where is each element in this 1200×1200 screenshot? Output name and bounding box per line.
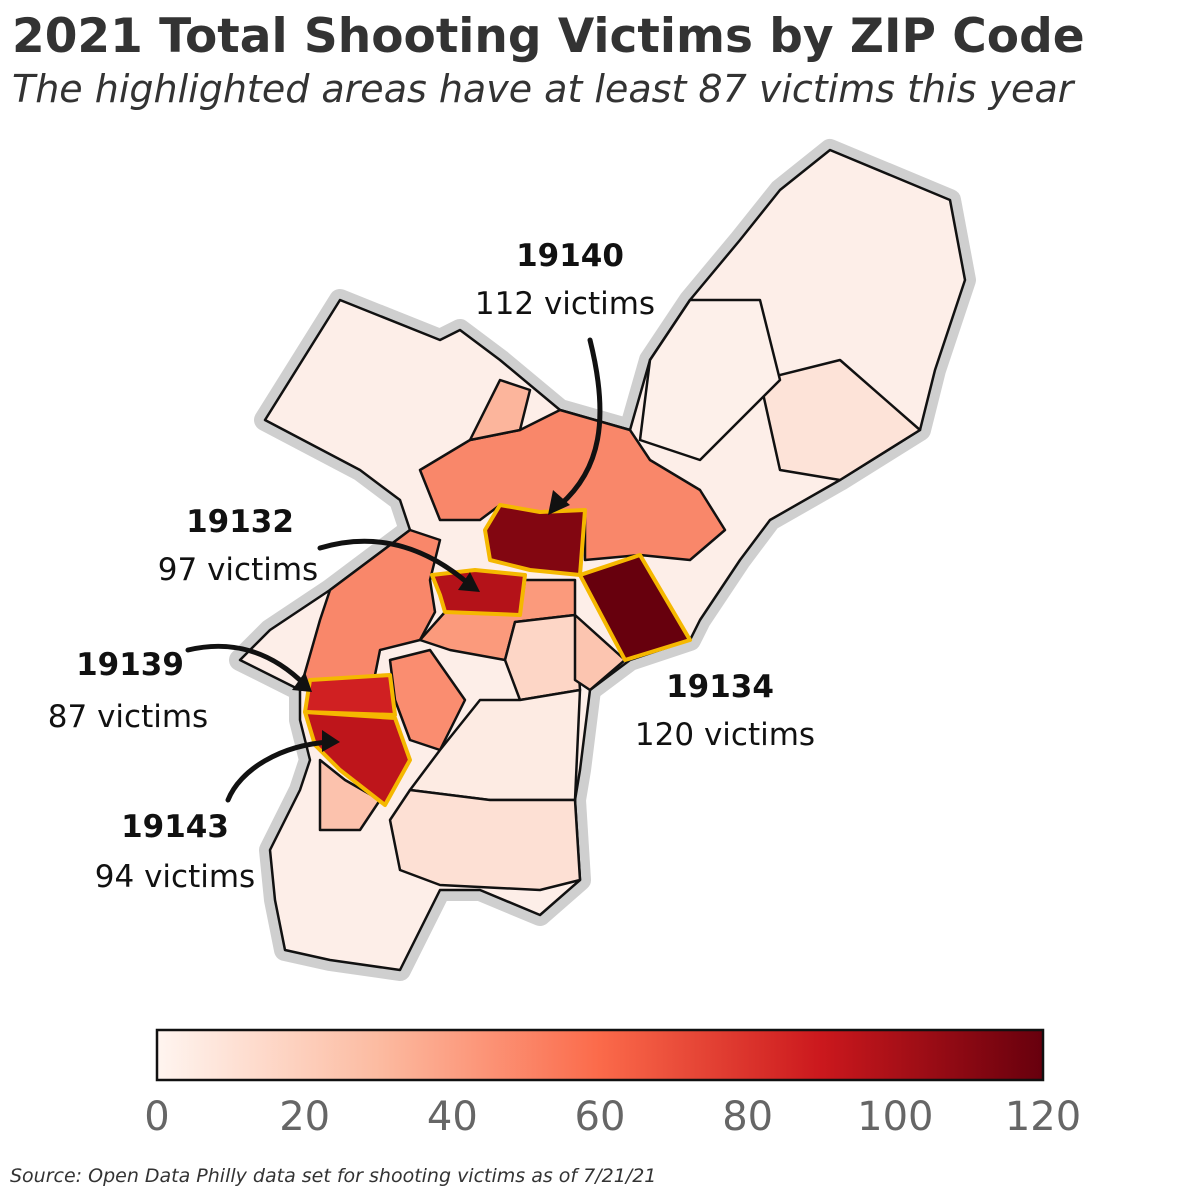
arrows: [185, 337, 603, 803]
colorbar-tick-label: 100: [857, 1094, 933, 1140]
zip-label: 19132: [186, 504, 294, 540]
victims-label: 112 victims: [475, 286, 655, 322]
colorbar-tick-label: 120: [1005, 1094, 1081, 1140]
zip-regions: [238, 148, 967, 972]
colorbar-tick-label: 40: [427, 1094, 478, 1140]
victims-label: 97 victims: [158, 552, 318, 588]
victims-label: 120 victims: [635, 717, 815, 753]
victims-label: 87 victims: [48, 699, 208, 735]
arrow: [557, 337, 603, 508]
colorbar-ticks: 0 20 40 60 80 100 120: [144, 1094, 1081, 1140]
zip-19134: [578, 553, 692, 662]
victims-label: 94 victims: [95, 859, 255, 895]
zip-19132: [430, 568, 527, 617]
zip-label: 19143: [121, 809, 229, 845]
colorbar: [155, 1028, 1045, 1082]
colorbar-tick-label: 80: [722, 1094, 773, 1140]
zip-label: 19140: [516, 238, 624, 274]
arrow: [185, 643, 308, 688]
region: [503, 613, 582, 702]
highlighted-zips: [303, 503, 692, 807]
colorbar-tick-label: 60: [575, 1094, 626, 1140]
region: [388, 788, 582, 892]
region: [418, 408, 727, 562]
region: [238, 148, 967, 972]
arrow: [317, 538, 473, 588]
colorbar-tick-label: 0: [144, 1094, 169, 1140]
zip-label: 19134: [666, 669, 774, 705]
region: [573, 613, 627, 692]
region: [638, 298, 782, 462]
region: [318, 758, 382, 832]
title: 2021 Total Shooting Victims by ZIP Code: [12, 9, 1085, 64]
zip-label: 19139: [76, 647, 184, 683]
region: [758, 358, 922, 482]
zip-19139: [303, 673, 397, 717]
region: [468, 378, 532, 442]
zip-19140: [483, 503, 587, 577]
colorbar-tick-label: 20: [279, 1094, 330, 1140]
subtitle: The highlighted areas have at least 87 v…: [12, 67, 1076, 111]
arrow: [225, 739, 333, 803]
source: Source: Open Data Philly data set for sh…: [10, 1165, 656, 1187]
